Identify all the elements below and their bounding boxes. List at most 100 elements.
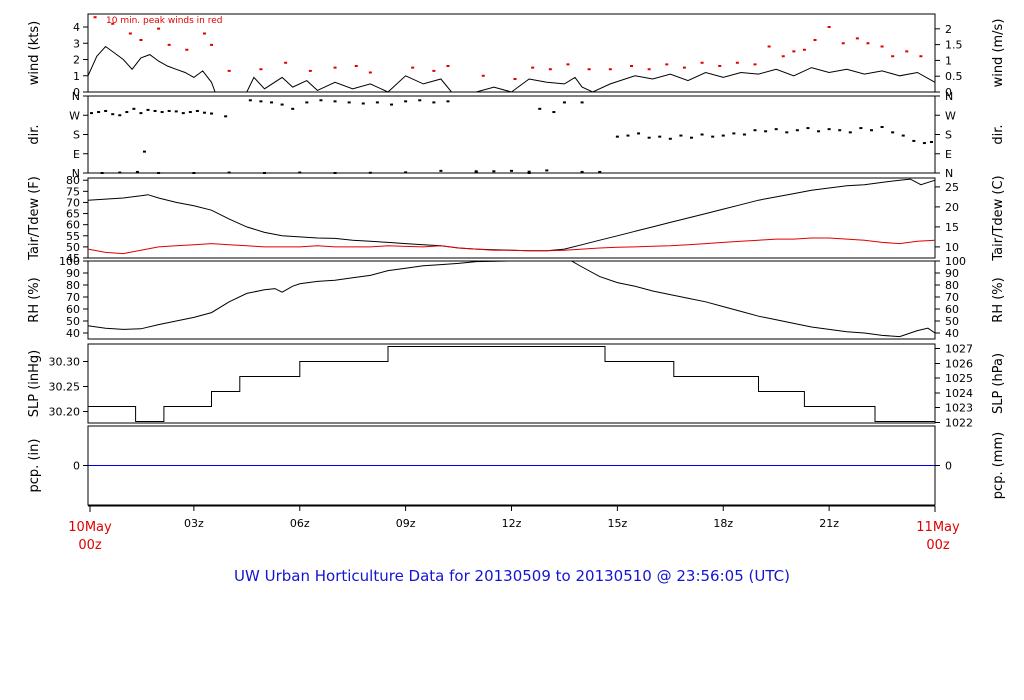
data-point: [284, 61, 288, 64]
data-point: [319, 99, 323, 102]
data-point: [848, 131, 852, 134]
data-point: [132, 107, 136, 110]
data-point: [224, 115, 228, 118]
data-point: [774, 128, 778, 131]
panel-frame: [87, 177, 936, 259]
data-point: [806, 127, 810, 130]
y-tick-label-left: N: [72, 90, 80, 103]
data-point: [474, 170, 478, 173]
y-tick-label-left: 0: [73, 86, 80, 99]
data-point: [411, 66, 415, 69]
y-tick-label-right: 70: [945, 291, 959, 304]
data-point: [347, 101, 351, 104]
x-start-time-label: 00z: [78, 538, 102, 553]
data-point: [753, 63, 757, 66]
data-point: [912, 139, 916, 142]
data-point: [280, 103, 284, 106]
y-tick-label-right: 1022: [945, 417, 973, 430]
series-direction-0: [90, 99, 933, 174]
data-point: [333, 100, 337, 103]
data-point: [817, 130, 821, 133]
y-tick-label-left: 2: [73, 54, 80, 67]
data-point: [139, 112, 143, 115]
data-point: [545, 169, 549, 172]
panel-temperature: Tair/Tdew (F) Tair/Tdew (C) 45505560657075…: [27, 174, 1006, 265]
data-point: [919, 55, 923, 58]
data-point: [527, 170, 531, 173]
data-point: [118, 114, 122, 117]
data-point: [682, 66, 686, 69]
y-tick-label-left: 60: [66, 219, 80, 232]
y-axis-label-right: wind (m/s): [991, 19, 1006, 88]
x-end-date-label: 11May: [916, 520, 960, 535]
data-point: [139, 39, 143, 41]
data-point: [859, 127, 863, 130]
data-point: [637, 132, 641, 135]
data-point: [192, 172, 196, 174]
data-point: [97, 111, 101, 114]
data-point: [566, 63, 570, 66]
y-tick-label-right: 60: [945, 303, 959, 316]
data-point: [259, 68, 263, 71]
data-point: [827, 26, 831, 28]
y-tick-label-left: E: [73, 148, 80, 161]
data-point: [446, 65, 450, 67]
y-tick-label-left: 70: [66, 291, 80, 304]
y-tick-label-right: 2: [945, 23, 952, 36]
data-point: [608, 68, 612, 71]
y-tick-label-right: 1025: [945, 372, 973, 385]
data-point: [368, 71, 372, 74]
data-point: [418, 99, 422, 102]
data-point: [598, 170, 602, 173]
data-point: [135, 170, 139, 173]
data-point: [658, 135, 662, 138]
data-point: [700, 61, 704, 64]
y-tick-label-right: 1.5: [945, 39, 963, 52]
data-point: [142, 150, 146, 153]
chart-title: UW Urban Horticulture Data for 20130509 …: [234, 567, 790, 585]
series-tdew-line: [87, 237, 936, 255]
x-axis: 03z 06z 09z 12z 15z 18z 21z 10May 00z 11May 00z: [68, 505, 960, 553]
y-axis-label-right: SLP (hPa): [991, 353, 1006, 414]
y-tick-label-right: 1026: [945, 358, 973, 371]
data-point: [548, 68, 552, 71]
data-point: [481, 74, 485, 77]
data-point: [629, 65, 633, 67]
data-point: [838, 129, 842, 132]
series-wind-1: [93, 16, 923, 80]
y-tick-label-left: S: [73, 129, 80, 142]
y-tick-label-left: 1: [73, 70, 80, 83]
x-end-time-label: 00z: [926, 538, 950, 553]
y-tick-label-left: N: [72, 167, 80, 180]
y-axis-label-left: pcp. (in): [27, 439, 42, 493]
x-tick-label: 15z: [607, 517, 627, 530]
data-point: [538, 107, 542, 110]
data-point: [181, 112, 185, 115]
panel-frame: [87, 95, 936, 174]
y-tick-label-right: 15: [945, 221, 959, 234]
data-point: [291, 107, 295, 110]
x-tick-label: 03z: [184, 517, 204, 530]
data-point: [446, 100, 450, 103]
data-point: [626, 134, 630, 137]
data-point: [721, 134, 725, 137]
data-point: [270, 101, 274, 104]
data-point: [580, 170, 584, 173]
y-tick-label-right: 10: [945, 241, 959, 254]
data-point: [202, 111, 206, 114]
y-tick-label-left: 0: [73, 460, 80, 473]
panel-sea-level-pressure: SLP (inHg) SLP (hPa) 30.20 30.25 30.30 1022 10…: [27, 343, 1006, 430]
data-point: [262, 172, 266, 174]
y-tick-label-right: N: [945, 90, 953, 103]
y-tick-label-left: 30.30: [49, 356, 81, 369]
data-point: [510, 169, 513, 172]
series-sea-level-pressure-0-line: [88, 346, 935, 422]
data-point: [167, 43, 171, 46]
data-point: [248, 99, 252, 102]
data-point: [174, 110, 178, 113]
data-point: [665, 63, 669, 66]
data-point: [718, 65, 722, 67]
data-point: [305, 101, 309, 104]
y-tick-label-right: 0: [945, 460, 952, 473]
y-axis-label-left: Tair/Tdew (F): [27, 176, 42, 261]
